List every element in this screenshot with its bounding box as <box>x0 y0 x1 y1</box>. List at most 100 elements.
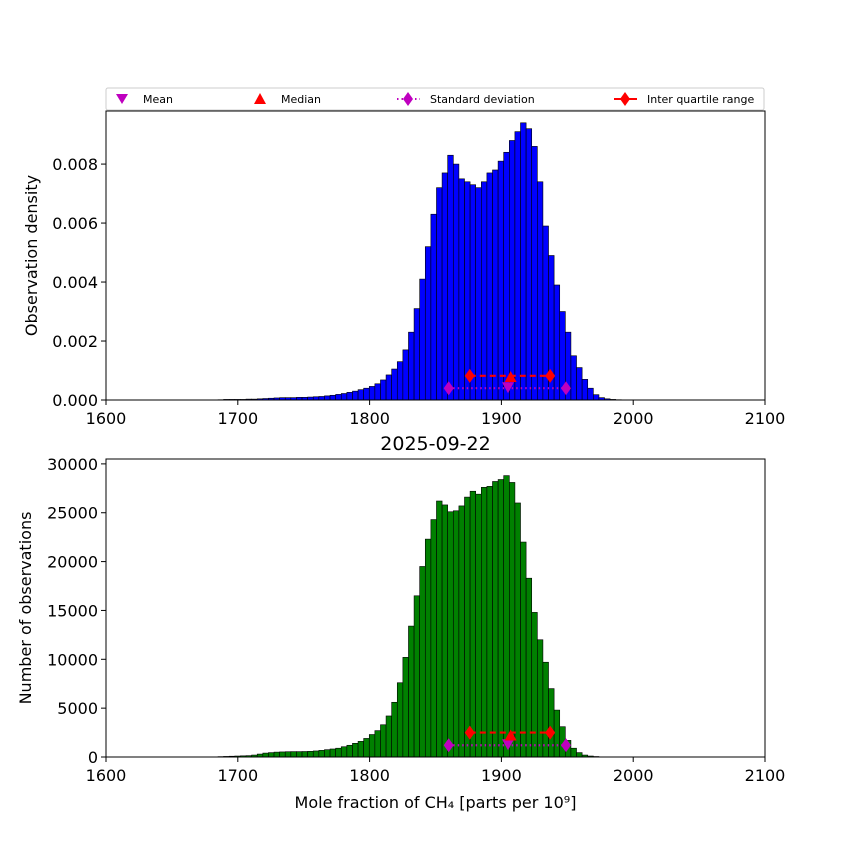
bar <box>324 395 331 401</box>
legend: Mean Median Standard deviation Inter qua… <box>105 87 765 111</box>
y-axis-label: Number of observations <box>16 512 35 705</box>
x-tick-label: 2000 <box>613 409 654 428</box>
bar <box>525 577 533 758</box>
y-tick-label: 15000 <box>47 601 98 620</box>
bar <box>357 741 364 758</box>
bar <box>301 751 308 758</box>
x-tick-label: 1700 <box>217 409 258 428</box>
legend-median-label: Median <box>281 93 321 106</box>
bar <box>430 519 437 758</box>
axes-frame-1 <box>105 458 766 758</box>
bar <box>318 750 325 758</box>
bar <box>576 367 583 401</box>
bar <box>335 394 342 401</box>
bar <box>408 625 415 758</box>
bar <box>352 390 359 401</box>
bar <box>542 661 549 758</box>
y-tick-label: 0.000 <box>52 391 98 410</box>
bar <box>481 487 488 758</box>
y-tick-label: 5000 <box>57 699 98 718</box>
bars-1 <box>217 475 622 758</box>
bar <box>335 747 342 758</box>
bar <box>346 392 353 401</box>
bar <box>363 738 370 758</box>
bar <box>452 163 460 401</box>
bar <box>525 128 533 401</box>
x-tick-label: 2100 <box>745 409 786 428</box>
bar <box>290 751 297 758</box>
bar <box>357 389 364 401</box>
x-tick-label: 1900 <box>481 409 522 428</box>
std-marker <box>443 381 454 396</box>
bar <box>581 379 589 401</box>
y-tick-label: 0 <box>88 748 98 767</box>
bar <box>262 752 269 758</box>
bar <box>396 682 404 758</box>
bar <box>374 730 381 758</box>
bar <box>570 747 577 758</box>
bar <box>441 504 448 758</box>
bar <box>324 749 331 758</box>
bar <box>380 724 387 758</box>
bar <box>430 213 437 401</box>
bar <box>329 394 336 401</box>
bar <box>537 639 544 758</box>
y-tick-label: 10000 <box>47 650 98 669</box>
bar <box>419 278 426 401</box>
bar <box>475 187 482 401</box>
bar <box>368 734 376 758</box>
y-tick-label: 30000 <box>47 455 98 474</box>
bar <box>514 502 521 758</box>
bar <box>492 481 499 758</box>
iqr-marker <box>464 368 475 383</box>
y-tick-label: 0.006 <box>52 214 98 233</box>
legend-iqr-marker <box>620 92 630 106</box>
iqr-marker <box>545 725 556 740</box>
legend-std-label: Standard deviation <box>430 93 535 106</box>
x-tick-label: 1700 <box>217 766 258 785</box>
bar <box>346 744 353 758</box>
legend-mean-marker <box>116 94 128 104</box>
bar <box>340 393 348 401</box>
bar <box>509 482 516 758</box>
bar <box>413 308 420 401</box>
bar <box>385 715 392 758</box>
bar <box>492 169 499 401</box>
bar <box>413 595 420 758</box>
count-panel: 1600 1700 1800 1900 2000 2100 0 5000 10000 15000 2… <box>16 433 785 812</box>
bar <box>514 131 521 401</box>
x-tick-label: 2000 <box>613 766 654 785</box>
bar <box>296 751 303 758</box>
bar <box>481 181 488 401</box>
bar <box>509 140 516 401</box>
x-axis-label: Mole fraction of CH₄ [parts per 10⁹] <box>295 793 577 812</box>
y-tick-label: 0.002 <box>52 332 98 351</box>
bar <box>279 751 286 758</box>
bar <box>486 172 493 401</box>
bar <box>531 612 538 758</box>
mean-marker <box>501 382 514 394</box>
bar <box>424 538 432 758</box>
y-tick-label: 0.004 <box>52 273 98 292</box>
legend-mean-label: Mean <box>143 93 173 106</box>
bar <box>469 184 476 401</box>
bar <box>537 181 544 401</box>
bar <box>396 361 404 401</box>
bar <box>402 657 409 758</box>
density-panel: 1600 1700 1800 1900 2000 2100 0.000 0.002 0.004 0… <box>22 110 786 428</box>
bar <box>374 383 381 401</box>
median-marker <box>504 370 517 382</box>
bar <box>452 510 460 758</box>
bar <box>312 750 320 758</box>
stat-markers-0 <box>443 368 571 396</box>
bar <box>593 394 600 401</box>
bar <box>520 122 527 401</box>
std-marker <box>443 738 454 753</box>
y-tick-label: 0.008 <box>52 155 98 174</box>
bar <box>352 743 359 758</box>
bar <box>329 748 336 758</box>
bar <box>363 387 370 401</box>
iqr-marker <box>545 368 556 383</box>
legend-iqr-label: Inter quartile range <box>647 93 754 106</box>
